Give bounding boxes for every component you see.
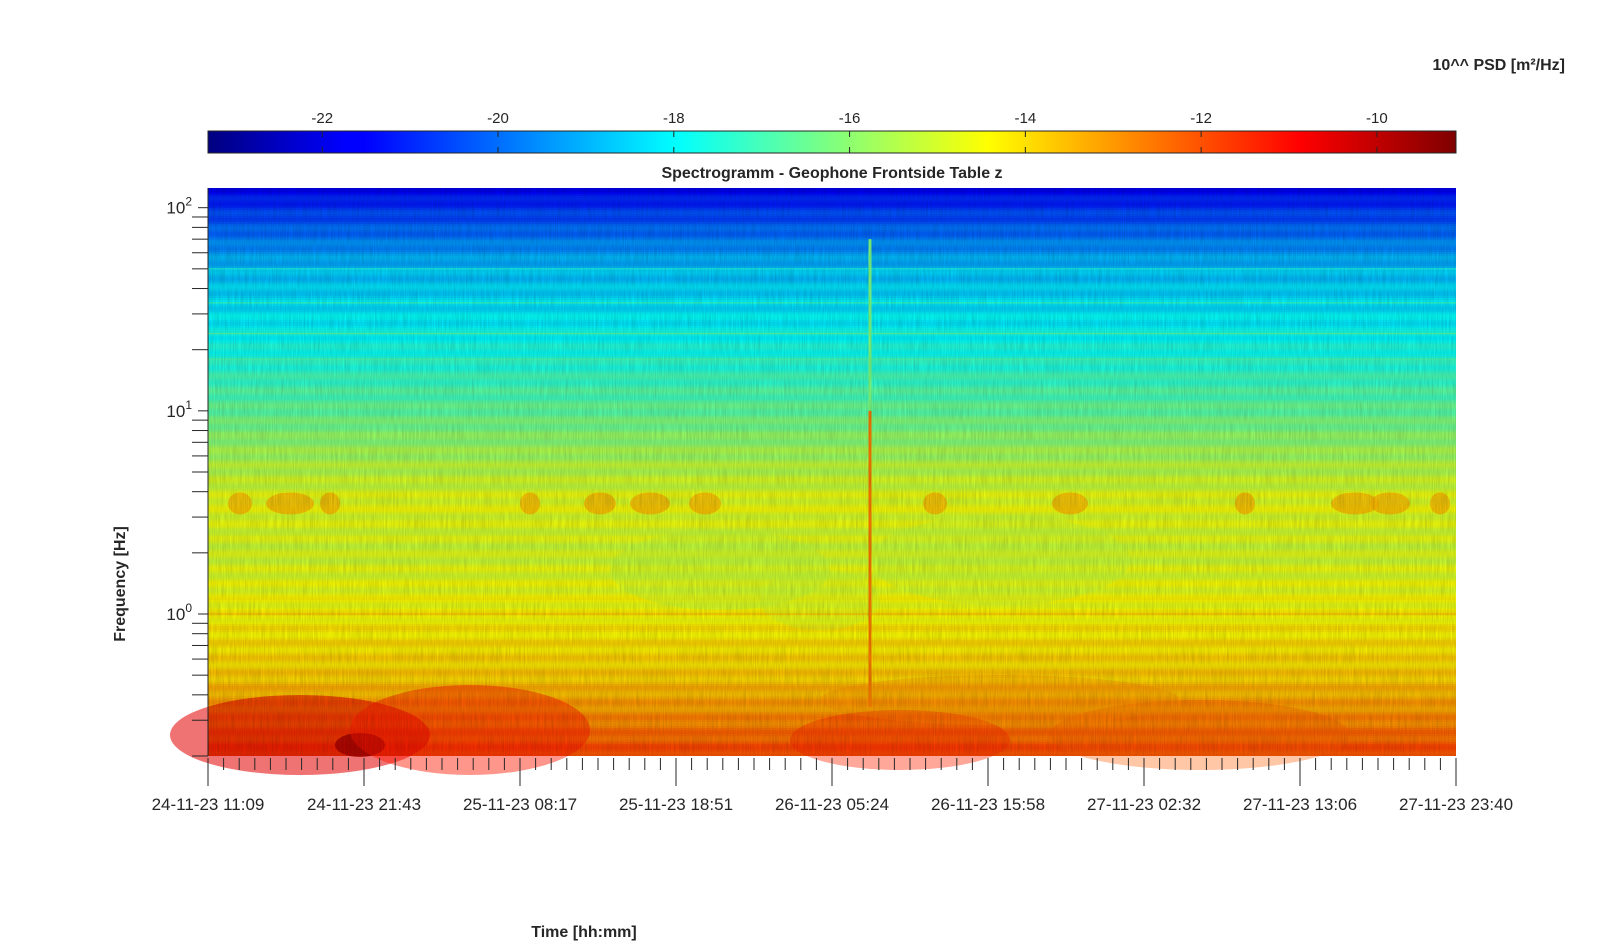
colorbar-tick-label: -10 (1366, 110, 1388, 127)
x-tick-label: 24-11-23 21:43 (307, 795, 421, 814)
x-tick-label: 27-11-23 23:40 (1399, 795, 1513, 814)
plot-area (170, 188, 1456, 775)
colorbar-tick-label: -16 (839, 110, 861, 127)
colorbar-ticks: -22 -20 -18 -16 -14 -12 -10 (311, 110, 1388, 153)
colorbar-tick-label: -14 (1015, 110, 1037, 127)
x-tick-label: 26-11-23 05:24 (775, 795, 889, 814)
x-tick-label: 27-11-23 13:06 (1243, 795, 1357, 814)
x-axis-label: Time [hh:mm] (531, 924, 636, 941)
x-tick-label: 24-11-23 11:09 (152, 795, 265, 814)
x-axis: 24-11-23 11:09 24-11-23 21:43 25-11-23 08:… (152, 758, 1513, 814)
y-axis: 100 101 102 (166, 188, 209, 757)
colorbar-tick-label: -12 (1190, 110, 1212, 127)
x-tick-label: 27-11-23 02:32 (1087, 795, 1201, 814)
colorbar-tick-label: -18 (663, 110, 685, 127)
x-tick-label: 25-11-23 08:17 (463, 795, 577, 814)
y-major-ticks: 100 101 102 (166, 195, 208, 624)
colorbar-label: 10^^ PSD [m²/Hz] (1433, 57, 1565, 74)
x-tick-label: 25-11-23 18:51 (619, 795, 733, 814)
spectrogram-texture (208, 188, 1456, 756)
y-tick-label: 100 (166, 601, 192, 624)
y-tick-label: 101 (166, 398, 192, 421)
colorbar: -22 -20 -18 -16 -14 -12 -10 (207, 110, 1457, 154)
y-minor-ticks (192, 216, 208, 757)
colorbar-tick-label: -22 (311, 110, 333, 127)
x-ticks: 24-11-23 11:09 24-11-23 21:43 25-11-23 08:… (152, 758, 1513, 814)
colorbar-bar (207, 130, 1457, 154)
colorbar-tick-label: -20 (487, 110, 509, 127)
y-axis-label: Frequency [Hz] (112, 526, 129, 642)
y-tick-label: 102 (166, 195, 192, 218)
x-tick-label: 26-11-23 15:58 (931, 795, 1045, 814)
chart-title: Spectrogramm - Geophone Frontside Table … (661, 165, 1002, 182)
